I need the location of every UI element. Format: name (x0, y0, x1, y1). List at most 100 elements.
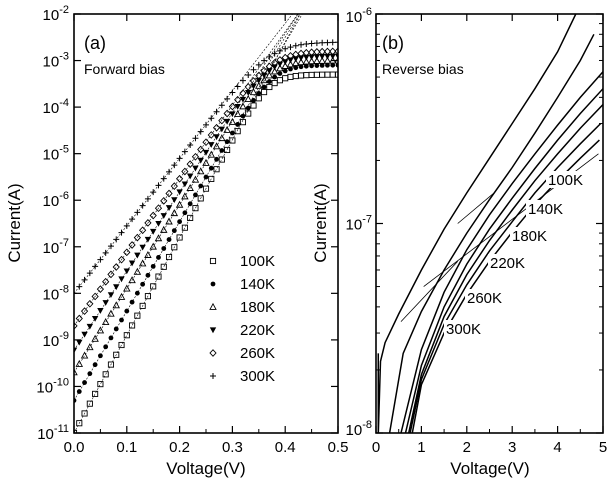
data-point-300K (308, 40, 315, 47)
data-point-100K (282, 75, 289, 82)
panel-a-xtick-label: 0.2 (169, 439, 190, 456)
data-point-140K (325, 62, 330, 68)
temperature-label-300K: 300K (446, 321, 481, 338)
data-point-180K (276, 64, 284, 72)
fit-line-260K (74, 14, 299, 327)
panel-a-ytick-label: 10-7 (43, 237, 69, 257)
data-point-140K (92, 362, 98, 368)
data-point-300K (287, 44, 294, 51)
panel-b-ytick-label: 10-8 (346, 419, 372, 439)
data-point-260K (160, 196, 168, 205)
data-point-260K (96, 285, 105, 293)
data-point-140K (166, 237, 172, 242)
data-point-180K (260, 76, 268, 84)
data-point-300K (213, 108, 220, 115)
data-point-220K (86, 323, 94, 330)
data-point-260K (223, 109, 231, 118)
data-point-100K (123, 332, 130, 339)
data-point-260K (329, 47, 337, 56)
data-point-300K (250, 66, 257, 73)
data-point-300K (298, 41, 305, 48)
data-point-300K (74, 290, 77, 297)
data-point-220K (176, 189, 183, 196)
panel-a-legend: 100K 140K 180K 220K 260K 300K (209, 253, 275, 385)
legend-marker-220K (209, 327, 217, 334)
data-point-220K (171, 197, 178, 204)
data-point-220K (297, 55, 305, 62)
data-point-260K (191, 152, 200, 161)
data-point-100K (297, 72, 305, 79)
data-point-220K (318, 53, 326, 60)
series-140K (74, 14, 338, 403)
temperature-label-bg (444, 320, 482, 337)
data-point-180K (86, 343, 94, 351)
data-point-300K (239, 77, 246, 84)
data-point-100K (74, 429, 78, 433)
data-point-100K (165, 253, 173, 261)
data-point-100K (197, 195, 204, 202)
data-point-300K (144, 195, 151, 202)
panel-a-ylabel: Current(A) (5, 183, 24, 262)
data-point-140K (214, 156, 219, 162)
data-point-100K (308, 71, 315, 78)
data-point-180K (281, 61, 289, 69)
data-point-180K (101, 317, 110, 325)
temperature-label-bg (510, 227, 548, 244)
data-point-180K (313, 56, 321, 64)
data-point-260K (302, 48, 310, 57)
data-point-300K (319, 39, 326, 46)
panel-a-ytick-label: 10-11 (37, 423, 69, 443)
data-point-180K (239, 102, 247, 110)
data-point-140K (282, 68, 288, 74)
data-point-100K (271, 80, 278, 87)
panel-b-label: (b) (382, 33, 404, 53)
data-point-100K (171, 244, 178, 251)
data-point-220K (234, 104, 241, 110)
data-point-300K (76, 283, 83, 290)
data-point-180K (175, 200, 184, 208)
data-point-220K (223, 118, 231, 125)
data-point-100K (150, 283, 157, 290)
data-point-220K (292, 56, 299, 63)
data-point-180K (75, 359, 84, 367)
data-point-220K (266, 68, 273, 74)
data-point-260K (307, 48, 316, 57)
data-point-300K (113, 236, 120, 243)
fit-line-100K (74, 14, 301, 433)
data-point-300K (261, 57, 268, 64)
data-point-220K (324, 53, 331, 60)
data-point-180K (233, 109, 242, 117)
data-point-140K (134, 290, 140, 296)
legend-label-220K: 220K (240, 322, 275, 339)
temperature-label-100K: 100K (548, 172, 583, 189)
data-point-180K (112, 301, 120, 309)
data-point-300K (92, 263, 99, 270)
data-point-100K (134, 312, 141, 319)
data-point-100K (266, 83, 273, 91)
data-point-260K (207, 131, 215, 139)
temperature-label-bg (546, 171, 584, 188)
data-point-300K (335, 39, 338, 46)
data-point-260K (181, 167, 189, 176)
panel-a-xtick-label: 0.3 (222, 439, 243, 456)
data-point-220K (128, 260, 136, 267)
data-point-220K (107, 292, 115, 299)
data-point-100K (92, 390, 99, 397)
data-point-180K (165, 217, 173, 225)
data-point-220K (260, 72, 268, 79)
data-point-180K (270, 67, 279, 75)
panel-a-xtick-label: 0.1 (116, 439, 137, 456)
panel-a-annotation: Forward bias (84, 61, 165, 77)
data-point-140K (177, 219, 183, 225)
data-point-100K (181, 224, 188, 231)
data-point-260K (123, 248, 131, 257)
data-point-220K (245, 90, 252, 96)
data-point-140K (288, 66, 293, 72)
data-point-220K (134, 252, 141, 259)
data-point-140K (156, 255, 161, 260)
data-point-140K (330, 62, 336, 68)
data-point-260K (133, 233, 141, 242)
panel-a-ytick-label: 10-9 (43, 330, 69, 350)
data-point-180K (160, 225, 168, 233)
data-point-300K (181, 148, 188, 155)
